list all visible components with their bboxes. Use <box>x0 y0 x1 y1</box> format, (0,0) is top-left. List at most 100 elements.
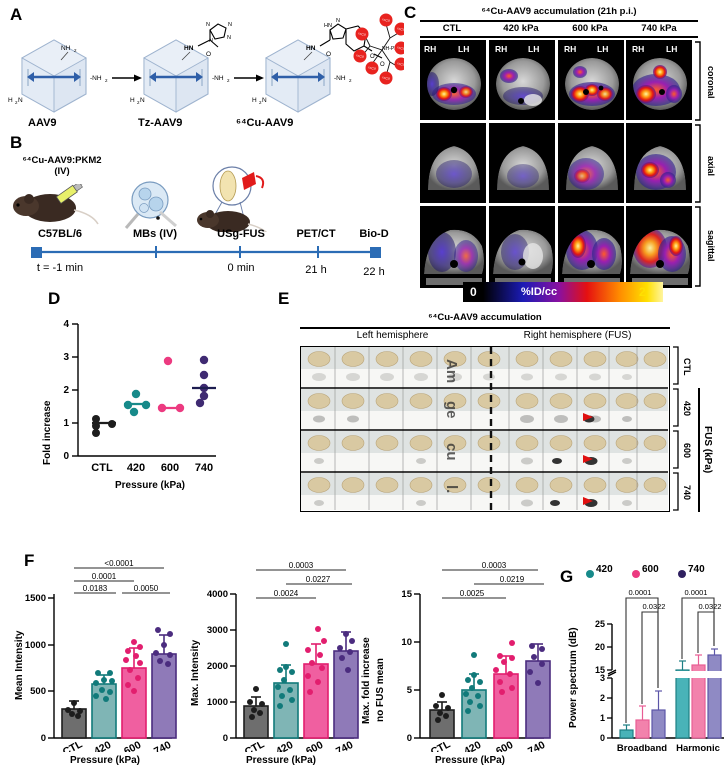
panel-f3-barchart: 0 5 10 15 0.0003 0.0219 0.0025 CTL 420 600 <box>401 561 551 752</box>
svg-text:15: 15 <box>401 589 412 600</box>
svg-text:740: 740 <box>195 462 213 474</box>
svg-text:HN: HN <box>324 23 332 29</box>
svg-text:2: 2 <box>349 78 352 83</box>
panel-c-image-grid <box>420 40 692 288</box>
svg-text:HN: HN <box>306 45 316 52</box>
usg-fus-icon <box>197 166 268 232</box>
panel-c-rh-0: RH <box>424 44 437 54</box>
panel-e-row-label-2: 600 <box>682 443 692 459</box>
svg-text:0: 0 <box>223 733 228 744</box>
panel-c-lh-1: LH <box>528 44 540 54</box>
svg-text:600: 600 <box>122 739 143 752</box>
svg-text:⁶⁴Cu: ⁶⁴Cu <box>397 63 404 67</box>
svg-text:2: 2 <box>259 100 262 105</box>
panel-c-col-3: 740 kPa <box>641 23 677 34</box>
panel-g-legend-label-2: 740 <box>688 564 705 575</box>
panel-c-title: ⁶⁴Cu-AAV9 accumulation (21h p.i.) <box>481 6 637 17</box>
svg-text:l.: l. <box>443 485 460 493</box>
svg-text:0.0219: 0.0219 <box>500 575 525 584</box>
panel-e-row-label-1: 420 <box>682 401 692 417</box>
svg-text:0.0322: 0.0322 <box>699 602 722 611</box>
svg-text:2: 2 <box>63 385 69 396</box>
panel-f2-barchart: 0 1000 2000 3000 4000 0.0003 0.0227 0.0024 CT… <box>207 561 359 752</box>
timeline-time-0: t = -1 min <box>36 262 84 274</box>
panel-g-legend-label-1: 600 <box>642 564 659 575</box>
svg-text:2000: 2000 <box>207 661 228 672</box>
svg-text:O: O <box>380 62 385 68</box>
svg-text:2: 2 <box>105 78 108 83</box>
svg-text:CTL: CTL <box>429 738 453 752</box>
timeline-step-label-1: MBs (IV) <box>133 228 177 240</box>
panel-c-colorbar <box>463 282 663 302</box>
panel-e-row-label-3: 740 <box>682 485 692 501</box>
svg-text:⁶⁴Cu: ⁶⁴Cu <box>382 77 390 81</box>
timeline-time-3: 21 h <box>305 264 327 276</box>
microbubbles-icon <box>124 181 177 229</box>
svg-text:Harmonic: Harmonic <box>676 743 720 754</box>
svg-text:CTL: CTL <box>243 738 267 752</box>
panel-label-e: E <box>278 289 290 308</box>
svg-text:600: 600 <box>494 739 515 752</box>
svg-text:0.0003: 0.0003 <box>482 561 507 570</box>
panel-f1-xlabel: Pressure (kPa) <box>69 755 141 766</box>
svg-text:0: 0 <box>600 733 605 743</box>
svg-text:0.0322: 0.0322 <box>643 602 666 611</box>
svg-text:cu: cu <box>443 443 460 461</box>
svg-text:2: 2 <box>600 693 605 703</box>
svg-text:0.0001: 0.0001 <box>629 588 652 597</box>
svg-text:N: N <box>18 97 23 104</box>
panel-g-legend-label-0: 420 <box>596 564 613 575</box>
svg-text:O: O <box>326 51 331 58</box>
panel-label-f: F <box>24 551 35 570</box>
svg-text:740: 740 <box>526 739 547 752</box>
svg-text:N: N <box>262 97 267 104</box>
svg-text:-NH: -NH <box>90 75 102 82</box>
svg-text:1500: 1500 <box>25 593 46 604</box>
timeline-step-label-3: PET/CT <box>296 228 336 240</box>
svg-text:740: 740 <box>152 739 173 752</box>
panel-label-g: G <box>560 567 574 586</box>
panel-e-group-left: Left hemisphere <box>356 330 429 341</box>
svg-text:0.0227: 0.0227 <box>306 575 331 584</box>
svg-text:4: 4 <box>63 319 69 330</box>
colorbar-max: 2 <box>639 285 646 299</box>
svg-text:500: 500 <box>30 686 46 697</box>
panel-c-rh-2: RH <box>564 44 577 54</box>
svg-text:⁶⁴Cu: ⁶⁴Cu <box>397 47 404 51</box>
svg-text:0.0025: 0.0025 <box>460 589 485 598</box>
panel-c-lh-2: LH <box>597 44 609 54</box>
svg-text:Broadband: Broadband <box>617 743 667 754</box>
svg-text:1: 1 <box>63 418 69 429</box>
panel-c-row-brackets <box>695 41 701 287</box>
svg-text:AAV9: AAV9 <box>28 117 57 129</box>
panel-f2-xlabel: Pressure (kPa) <box>245 755 317 766</box>
panel-c-rule-top <box>420 20 698 22</box>
svg-text:4000: 4000 <box>207 589 228 600</box>
svg-text:O: O <box>206 51 211 58</box>
panel-f3-xlabel: Pressure (kPa) <box>434 755 506 766</box>
panel-e-row-label-0: CTL <box>682 358 692 376</box>
panel-e-group-right: Right hemisphere (FUS) <box>523 330 632 341</box>
svg-text:Am: Am <box>443 359 460 383</box>
svg-text:0.0001: 0.0001 <box>685 588 708 597</box>
panel-label-b: B <box>10 133 23 152</box>
svg-text:0: 0 <box>63 451 69 462</box>
svg-text:CTL: CTL <box>91 462 113 474</box>
panel-label-a: A <box>10 5 23 24</box>
panel-c-col-2: 600 kPa <box>572 23 608 34</box>
panel-c-rule-mid <box>420 36 698 38</box>
svg-text:600: 600 <box>304 739 325 752</box>
panel-e-side-rule <box>698 388 700 512</box>
svg-text:740: 740 <box>334 739 355 752</box>
svg-text:0.0003: 0.0003 <box>289 561 314 570</box>
panel-e-title: ⁶⁴Cu-AAV9 accumulation <box>428 312 542 323</box>
svg-text:0.0183: 0.0183 <box>83 584 108 593</box>
panel-e-brain-grid: Am ge cu l. <box>300 346 670 512</box>
svg-text:N: N <box>206 22 210 28</box>
panel-d-scatter: 0 1 2 3 4 CTL 420 600 740 <box>63 319 216 474</box>
panel-c-row-label-axial: axial <box>706 155 716 177</box>
svg-text:⁶⁴Cu: ⁶⁴Cu <box>356 55 364 59</box>
timeline-step-label-4: Bio-D <box>359 228 389 240</box>
